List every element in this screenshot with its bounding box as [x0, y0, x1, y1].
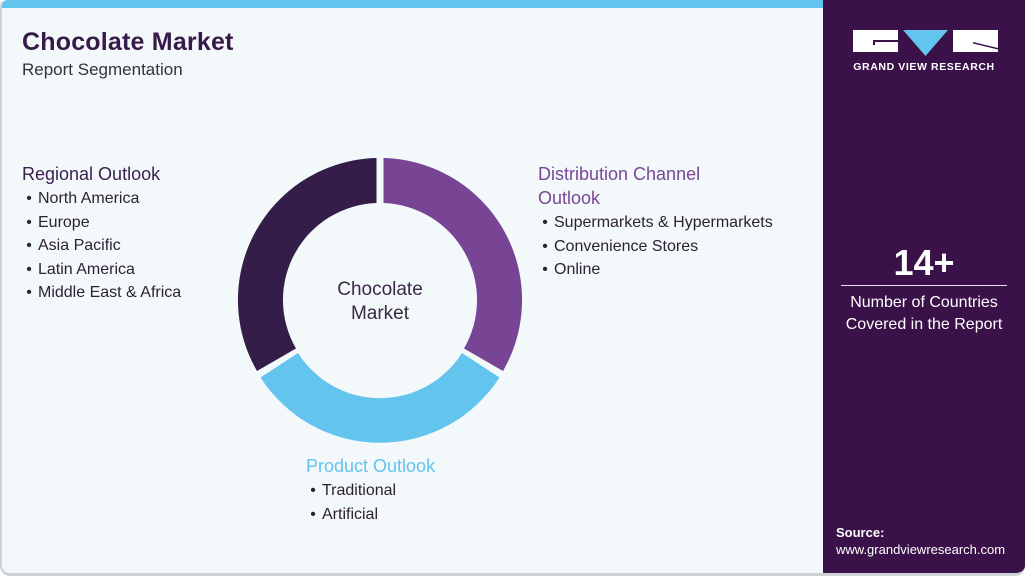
distribution-outlook-heading: Distribution Channel Outlook: [538, 164, 701, 208]
donut-center-label: Chocolate Market: [337, 279, 423, 324]
stat-divider: [841, 285, 1007, 286]
product-outlook-heading: Product Outlook: [306, 456, 436, 476]
regional-outlook-heading: Regional Outlook: [22, 164, 161, 184]
bullet-icon: •: [26, 213, 32, 231]
regional-outlook-list: • North America • Europe • Asia Pacific • La…: [24, 187, 181, 305]
list-item: • Middle East & Africa: [24, 281, 181, 305]
regional-outlook-segment: Regional Outlook • North America • Europe …: [22, 162, 181, 305]
source-url: www.grandviewresearch.com: [836, 542, 1006, 557]
distribution-outlook-segment: Distribution Channel Outlook • Supermarke…: [538, 162, 773, 282]
donut-segment-product: [260, 353, 500, 443]
list-item: • North America: [24, 187, 181, 211]
countries-count-label: Number of Countries Covered in the Repor…: [845, 294, 1003, 333]
list-item: • Europe: [24, 211, 181, 235]
page-subtitle: Report Segmentation: [22, 60, 183, 79]
segmentation-donut-chart: [237, 158, 523, 443]
list-item: • Traditional: [308, 479, 435, 503]
list-item: • Supermarkets & Hypermarkets: [540, 211, 773, 235]
distribution-outlook-list: • Supermarkets & Hypermarkets • Convenienc…: [540, 211, 773, 282]
bullet-icon: •: [26, 237, 32, 255]
sidebar: GRAND VIEW RESEARCH 14+ Number of Countr…: [823, 0, 1025, 576]
product-outlook-list: • Traditional • Artificial: [308, 479, 435, 526]
list-item: • Online: [540, 258, 773, 282]
list-item: • Convenience Stores: [540, 235, 773, 259]
donut-segment-distribution: [383, 158, 523, 371]
list-item: • Latin America: [24, 258, 181, 282]
bullet-icon: •: [542, 261, 548, 279]
bullet-icon: •: [26, 260, 32, 278]
bullet-icon: •: [542, 214, 548, 231]
list-item: • Asia Pacific: [24, 234, 181, 258]
list-item: • Artificial: [308, 503, 435, 527]
main-panel: [0, 0, 830, 576]
bullet-icon: •: [310, 505, 316, 523]
countries-count: 14+: [893, 242, 955, 283]
logo-text: GRAND VIEW RESEARCH: [853, 61, 995, 73]
bullet-icon: •: [26, 284, 32, 302]
product-outlook-segment: Product Outlook • Traditional • Artificial: [306, 454, 435, 526]
bullet-icon: •: [26, 190, 32, 207]
source-label: Source:: [836, 525, 885, 540]
accent-top-bar: [2, 0, 823, 8]
bullet-icon: •: [310, 482, 316, 499]
bullet-icon: •: [542, 237, 548, 255]
grand-view-research-logo-icon: [853, 30, 998, 56]
donut-segment-regional: [237, 158, 377, 371]
page-title: Chocolate Market: [22, 28, 234, 56]
